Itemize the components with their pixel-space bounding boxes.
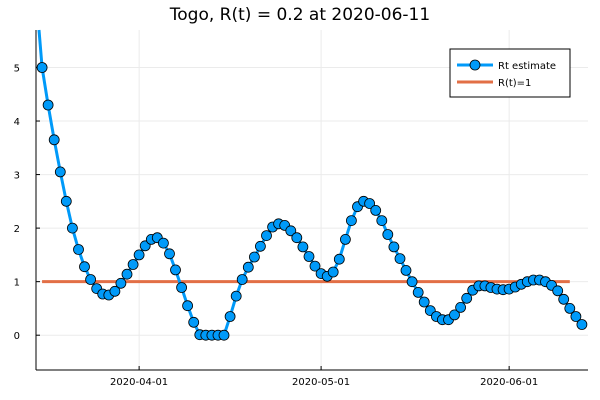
rt-point bbox=[382, 229, 394, 240]
rt-point bbox=[54, 166, 66, 178]
rt-point bbox=[157, 237, 169, 249]
rt-point bbox=[121, 268, 133, 280]
legend-r1-label: R(t)=1 bbox=[498, 78, 531, 89]
rt-point bbox=[333, 253, 345, 265]
chart-title: Togo, R(t) = 0.2 at 2020-06-11 bbox=[169, 5, 430, 25]
rt-point bbox=[449, 309, 460, 321]
rt-point bbox=[261, 230, 272, 242]
tick-labels: 0 1 2 3 4 5 2020-04-01 2020-05-01 2020-06-01 bbox=[14, 63, 539, 388]
rt-point bbox=[370, 204, 382, 216]
rt-point bbox=[109, 285, 121, 297]
legend-rt-label: Rt estimate bbox=[498, 61, 556, 72]
rt-point bbox=[42, 99, 54, 111]
rt-point bbox=[236, 274, 248, 285]
rt-point bbox=[176, 282, 188, 293]
y-tick-label: 1 bbox=[14, 278, 20, 289]
rt-point bbox=[388, 241, 400, 253]
rt-point bbox=[67, 222, 78, 234]
axes bbox=[35, 30, 588, 371]
rt-point bbox=[339, 233, 351, 245]
rt-point bbox=[60, 195, 72, 207]
rt-point bbox=[461, 292, 473, 304]
rt-point bbox=[564, 302, 576, 314]
rt-point bbox=[455, 301, 467, 313]
y-tick-label: 4 bbox=[14, 117, 20, 128]
rt-point bbox=[285, 225, 297, 237]
legend-rt-marker bbox=[469, 59, 481, 71]
series-layer bbox=[36, 29, 588, 341]
x-tick-label: 2020-06-01 bbox=[480, 377, 538, 388]
rt-point bbox=[297, 241, 309, 253]
rt-point bbox=[570, 311, 582, 322]
rt-point bbox=[248, 251, 260, 263]
rt-point bbox=[182, 300, 194, 312]
rt-point bbox=[127, 259, 139, 270]
rt-point bbox=[552, 285, 564, 297]
rt-point bbox=[218, 329, 230, 341]
legend: Rt estimate R(t)=1 bbox=[449, 48, 571, 98]
x-tick-label: 2020-04-01 bbox=[110, 377, 168, 388]
rt-point bbox=[400, 264, 412, 276]
rt-point bbox=[303, 251, 315, 262]
rt-point bbox=[79, 261, 90, 273]
y-tick-label: 0 bbox=[14, 331, 20, 342]
rt-point bbox=[230, 290, 242, 302]
rt-point bbox=[254, 240, 266, 252]
rt-point bbox=[558, 293, 570, 305]
rt-point bbox=[412, 286, 424, 298]
rt-point bbox=[345, 215, 357, 227]
rt-point bbox=[85, 274, 96, 285]
rt-point bbox=[73, 244, 84, 255]
rt-point bbox=[48, 134, 60, 146]
rt-point bbox=[291, 232, 303, 244]
x-tick-label: 2020-05-01 bbox=[292, 377, 350, 388]
rt-point bbox=[364, 198, 376, 209]
y-tick-label: 5 bbox=[14, 63, 20, 74]
rt-point bbox=[242, 261, 254, 273]
rt-point bbox=[164, 248, 175, 260]
rt-point bbox=[327, 266, 339, 278]
rt-point bbox=[394, 253, 406, 265]
rt-point bbox=[188, 316, 200, 328]
rt-point bbox=[576, 319, 588, 330]
y-tick-label: 3 bbox=[14, 171, 20, 182]
rt-point bbox=[406, 276, 418, 288]
rt-point bbox=[309, 260, 321, 272]
rt-point bbox=[170, 264, 181, 276]
rt-point bbox=[418, 296, 430, 308]
legend-box bbox=[449, 48, 571, 98]
rt-point bbox=[36, 62, 48, 73]
rt-point bbox=[133, 249, 145, 261]
y-tick-label: 2 bbox=[14, 224, 20, 235]
rt-point bbox=[115, 277, 127, 289]
rt-point bbox=[376, 215, 388, 227]
rt-point bbox=[224, 311, 236, 322]
